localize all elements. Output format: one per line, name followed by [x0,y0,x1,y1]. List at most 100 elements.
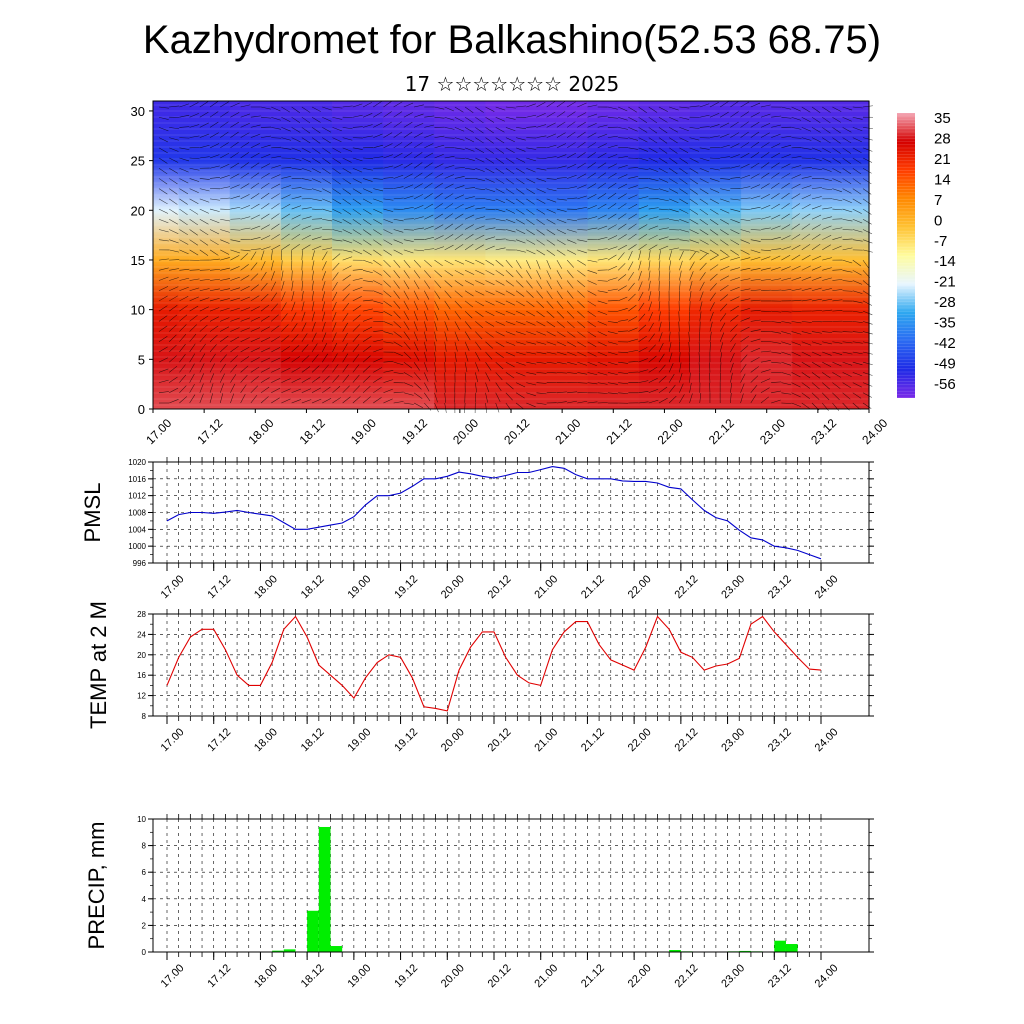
wind-barb [781,254,791,261]
wind-barb [536,341,547,345]
wind-barb [464,300,474,308]
wind-barb [209,297,220,302]
wind-barb [658,198,669,202]
wind-barb [771,152,780,159]
wind-barb [760,289,771,291]
precip-bar [318,826,331,952]
wind-barb [189,333,197,342]
wind-barb [393,341,403,348]
wind-barb [362,208,372,215]
wind-barb [740,152,750,159]
wind-barb [760,350,771,353]
wind-barb [658,236,669,240]
wind-barb [556,111,566,118]
wind-barb [230,141,239,149]
wind-barb [475,259,485,265]
wind-barb [628,213,637,220]
wind-barb [240,113,251,118]
wind-barb [403,249,414,254]
wind-barb [434,192,443,200]
wind-barb [301,322,307,332]
wind-barb [413,341,419,351]
wind-barb [597,341,607,347]
wind-barb [526,331,536,335]
wind-barb [607,372,618,376]
wind-barb [628,261,634,271]
wind-barb [699,198,709,205]
wind-barb [719,322,726,332]
x-tick-label: 19.00 [345,573,373,601]
wind-barb [679,352,681,363]
wind-barb [801,254,811,261]
wind-barb [750,338,761,343]
wind-barb [801,194,812,200]
wind-barb [209,165,220,169]
wind-barb [648,301,652,312]
wind-barb [199,229,209,236]
wind-barb [332,178,341,185]
wind-barb [169,259,180,261]
wind-barb [383,398,393,404]
wind-barb [781,163,791,169]
wind-barb [638,347,648,353]
wind-barb [536,300,545,308]
wind-barb [199,269,210,271]
wind-barb [485,321,495,327]
wind-barb [464,214,475,220]
wind-barb [475,392,477,403]
wind-barb [781,246,791,251]
wind-barb [648,116,658,124]
wind-barb [607,213,617,220]
wind-barb [515,259,522,269]
wind-barb [464,290,474,297]
wind-barb [556,132,566,138]
wind-barb [240,286,250,291]
wind-barb [485,188,496,193]
wind-barb [638,250,642,261]
wind-barb [424,248,435,251]
precip-bar [272,950,284,952]
wind-barb [781,310,792,313]
wind-barb [811,331,822,334]
wind-barb [760,183,770,189]
wind-barb [566,111,576,118]
wind-barb [250,394,258,404]
wind-barb [485,280,495,286]
wind-barb [505,392,513,401]
wind-barb [169,355,177,363]
wind-barb [342,303,349,312]
wind-barb [230,364,238,373]
wind-barb [240,227,251,230]
x-tick-label: 17.12 [205,962,233,990]
wind-barb [362,375,371,383]
wind-barb [260,396,269,404]
wind-barb [801,341,812,346]
wind-barb [434,331,437,342]
wind-barb [648,178,659,182]
wind-barb [352,188,362,195]
temp-panel-series-line [166,615,822,712]
wind-barb [271,244,281,251]
wind-barb [781,154,791,159]
wind-barb [791,116,802,121]
wind-barb [862,341,873,345]
x-tick-label: 23.12 [766,962,794,990]
wind-barb [679,137,689,143]
wind-barb [393,101,403,108]
wind-barb [179,114,190,118]
wind-barb [689,198,698,205]
wind-barb [434,235,444,240]
wind-barb [414,104,424,108]
wind-barb [209,229,220,235]
wind-barb [179,229,189,236]
wind-barb [811,361,821,368]
wind-barb [556,219,567,224]
x-tick-label: 20.00 [439,726,467,754]
wind-barb [342,249,353,253]
wind-barb [495,310,505,316]
wind-barb [587,227,598,230]
wind-barb [220,152,230,159]
wind-barb [740,249,750,255]
wind-barb [199,278,210,281]
